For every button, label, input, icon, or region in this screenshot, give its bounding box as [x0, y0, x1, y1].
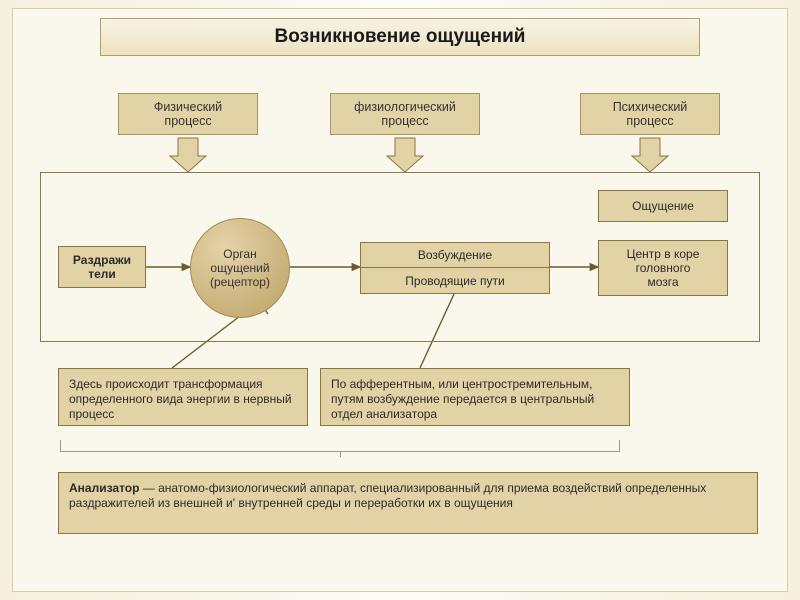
node-receptor: Органощущений(рецептор) — [190, 218, 290, 318]
node-brain-center: Центр в кореголовногомозга — [598, 240, 728, 296]
process-physiological: физиологическийпроцесс — [330, 93, 480, 135]
desc-pathways: По афферентным, или центростремительным,… — [320, 368, 630, 426]
node-excitation: Возбуждение — [361, 243, 549, 268]
node-mid-stack: Возбуждение Проводящие пути — [360, 242, 550, 294]
node-stimuli: Раздражители — [58, 246, 146, 288]
analyzer-text: Анализатор — анатомо-физиологический апп… — [69, 481, 706, 510]
process-psychic: Психическийпроцесс — [580, 93, 720, 135]
node-pathways: Проводящие пути — [361, 268, 549, 293]
analyzer-bracket — [60, 440, 620, 452]
diagram-title: Возникновение ощущений — [100, 18, 700, 56]
desc-analyzer: Анализатор — анатомо-физиологический апп… — [58, 472, 758, 534]
desc-receptor: Здесь происходит трансформация определен… — [58, 368, 308, 426]
node-sensation: Ощущение — [598, 190, 728, 222]
process-physical: Физическийпроцесс — [118, 93, 258, 135]
